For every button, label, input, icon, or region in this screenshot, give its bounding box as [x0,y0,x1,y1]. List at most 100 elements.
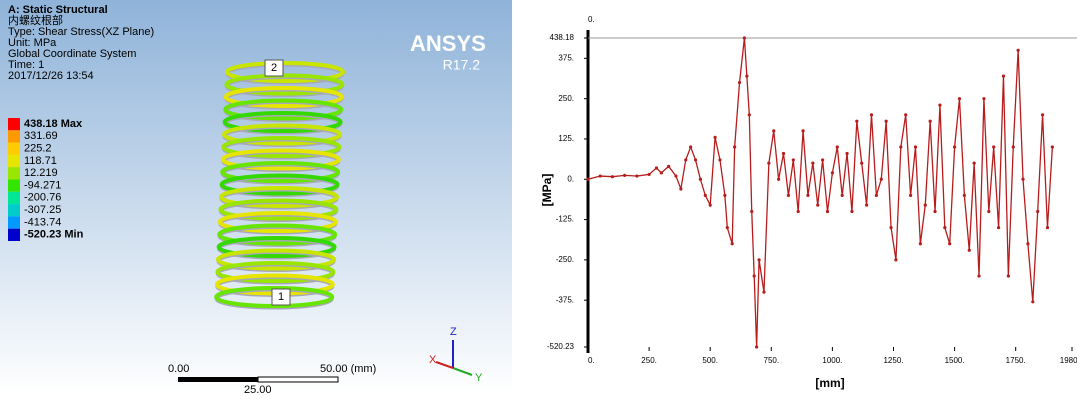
data-point [737,80,742,85]
legend-swatch [8,154,20,168]
x-tick-label: 1980.4 [1060,356,1077,365]
scale-end: 50.00 (mm) [320,363,376,375]
data-point [909,193,913,197]
data-point [1036,209,1040,214]
legend-label: 118.71 [24,155,57,167]
data-point [923,203,927,207]
data-point [772,129,776,133]
legend-label: -413.74 [24,216,61,228]
y-tick-label: 438.18 [550,33,575,42]
x-tick-label: 0. [588,356,595,365]
coil [216,248,336,271]
data-point [689,145,693,149]
data-point [894,258,898,262]
legend-swatch [8,130,20,143]
legend-label: 225.2 [24,143,52,155]
legend-swatch [8,118,20,131]
data-point [586,177,590,181]
x-tick-label: 500. [702,356,718,365]
legend-label: 331.69 [24,130,58,142]
x-tick-label: 1000. [822,356,842,365]
data-point [996,226,1001,230]
coil [215,261,336,283]
coil [214,286,335,308]
data-point [762,290,766,294]
legend-label: -200.76 [24,192,61,204]
coil [220,161,341,183]
data-point [869,113,874,117]
data-point [730,242,734,246]
data-point [786,193,791,197]
data-point [874,193,878,197]
data-point [835,145,839,149]
y-tick-label: 250. [558,94,574,103]
data-point [791,158,795,162]
scale-bar-half [257,376,339,383]
data-point [703,193,707,197]
data-point [801,129,805,133]
spring-model [214,61,345,310]
coil [223,98,344,121]
data-point [1011,145,1015,149]
probe-box [264,59,284,77]
data-point [1021,177,1025,181]
data-point [733,145,737,149]
coil [224,73,345,96]
coil [216,236,337,258]
data-point [967,248,971,252]
data-point [811,161,815,165]
data-point [825,209,830,214]
scale-start: 0.00 [168,363,189,375]
data-point [674,174,678,178]
data-point [889,226,893,230]
data-point [745,74,749,78]
x-tick-label: 1250. [883,356,903,365]
header-line: 2017/12/26 13:54 [8,70,94,82]
data-line [587,37,1053,348]
data-point [757,258,761,262]
data-point [654,166,659,170]
data-point [693,158,698,162]
data-point [708,203,712,207]
data-point [855,119,859,123]
data-point [948,242,952,246]
coil [221,136,342,158]
data-point [755,345,759,349]
coil [222,111,343,133]
data-point [830,171,834,175]
legend-label: -94.271 [24,179,61,191]
coil [219,173,340,196]
legend-swatch [8,142,20,155]
coil [219,186,339,208]
header-line: 内螺纹根部 [8,13,63,27]
triad-x-label: X [429,354,437,366]
data-point [1001,74,1006,78]
x-axis-label: [mm] [815,376,844,390]
y-tick-label: -520.23 [547,342,575,351]
data-point [698,177,703,181]
scale-mid: 25.00 [244,384,272,394]
header-line: Type: Shear Stress(XZ Plane) [8,26,154,38]
data-point [750,209,754,214]
data-point [1006,274,1010,278]
header-line: Unit: MPa [8,37,57,49]
data-point [713,135,717,139]
legend-swatch [8,228,20,241]
data-point [723,193,727,197]
data-point [933,209,937,214]
data-point [659,171,663,175]
data-point [777,177,781,181]
data-point [972,161,976,165]
data-point [943,226,947,230]
data-point [918,242,922,246]
data-point [816,203,820,207]
header-line: Time: 1 [8,59,44,71]
data-point [879,177,883,181]
data-point [718,158,722,162]
version: R17.2 [443,57,481,73]
data-point [806,193,810,197]
data-point [840,193,844,197]
y-tick-label: 0. [567,174,574,183]
data-point [928,119,932,123]
